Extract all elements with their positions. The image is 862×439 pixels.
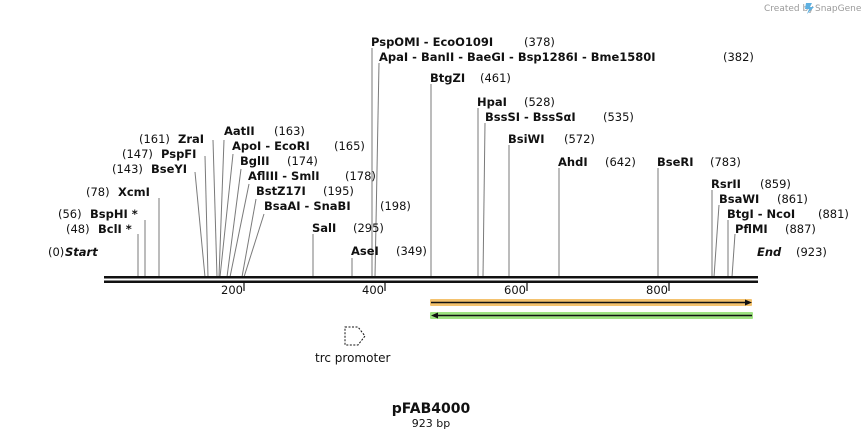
site-name[interactable]: AflIII - SmlI [248, 169, 320, 183]
tick-label: 400 [362, 283, 384, 297]
site-name[interactable]: BsaAI - SnaBI [264, 199, 351, 213]
site-name[interactable]: HpaI [477, 95, 507, 109]
site-name[interactable]: PspOMI - EcoO109I [371, 35, 493, 49]
site-pos: (528) [524, 95, 555, 109]
marker-bsawi [713, 204, 720, 278]
trc-promoter-feature[interactable]: trc promoter [315, 326, 391, 365]
site-name[interactable]: BseRI [657, 155, 694, 169]
marker-bseyi [194, 171, 206, 278]
plasmid-length: 923 bp [412, 417, 450, 430]
site-pos: (143) [112, 162, 143, 176]
end-pos: (923) [796, 245, 827, 259]
arrow-right-icon [745, 299, 752, 306]
marker-smli [229, 183, 250, 278]
site-pos: (887) [785, 222, 816, 236]
site-name[interactable]: BspHI * [90, 207, 138, 221]
end-label: End [757, 245, 782, 259]
plasmid-title-block: pFAB4000 923 bp [392, 401, 471, 430]
site-name[interactable]: BsiWI [508, 132, 545, 146]
site-pos: (535) [603, 110, 634, 124]
site-name[interactable]: AseI [351, 244, 379, 258]
site-name[interactable]: RsrII [711, 177, 741, 191]
site-name[interactable]: SalI [312, 221, 336, 235]
site-pos: (163) [274, 124, 305, 138]
site-pos: (198) [380, 199, 411, 213]
site-pos: (174) [287, 154, 318, 168]
feature-reverse-arrow[interactable] [430, 312, 753, 319]
marker-pflmi [731, 233, 736, 278]
site-name[interactable]: BtgZI [430, 71, 465, 85]
site-pos: (147) [122, 147, 153, 161]
marker-pspfi [204, 155, 209, 278]
snapgene-logo-icon [805, 3, 814, 14]
tick-label: 200 [221, 283, 243, 297]
site-name[interactable]: BstZ17I [256, 184, 306, 198]
marker-ecori [219, 153, 234, 278]
site-pos: (861) [777, 192, 808, 206]
sequence-backbone [104, 276, 758, 283]
marker-apai [374, 62, 380, 278]
marker-bstz17i [241, 198, 257, 278]
site-name[interactable]: BssSI - BssSαI [485, 110, 576, 124]
site-pos: (295) [353, 221, 384, 235]
plasmid-name: pFAB4000 [392, 401, 471, 417]
arrow-left-icon [431, 312, 438, 319]
credit-prefix: Created by [764, 4, 814, 14]
site-name[interactable]: ApaI - BanII - BaeGI - Bsp1286I - Bme158… [379, 50, 656, 64]
site-pos: (859) [760, 177, 791, 191]
site-pos: (161) [139, 132, 170, 146]
site-name[interactable]: PflMI [735, 222, 768, 236]
snapgene-credit: Created by SnapGene [764, 3, 862, 14]
site-name[interactable]: ApoI - EcoRI [232, 139, 310, 153]
site-pos: (461) [480, 71, 511, 85]
site-name[interactable]: AatII [224, 124, 255, 138]
credit-brand: SnapGene [815, 4, 862, 14]
restriction-site-labels: (0) Start (48) BclI * (56) BspHI * (78) … [48, 35, 849, 259]
site-pos: (881) [818, 207, 849, 221]
marker-zrai [212, 139, 218, 278]
site-name[interactable]: BtgI - NcoI [727, 207, 795, 221]
site-pos: (382) [723, 50, 754, 64]
site-marker-lines [137, 48, 736, 278]
backbone-top-strand [104, 276, 758, 279]
site-name[interactable]: XcmI [118, 185, 150, 199]
feature-forward-arrow[interactable] [430, 299, 752, 306]
marker-aatii [218, 139, 225, 278]
site-name[interactable]: AhdI [558, 155, 588, 169]
site-pos: (642) [605, 155, 636, 169]
tick-label: 800 [646, 283, 668, 297]
start-pos: (0) [48, 245, 64, 259]
site-pos: (78) [86, 185, 110, 199]
site-name[interactable]: BglII [240, 154, 270, 168]
marker-snabi [243, 213, 265, 278]
tick-label: 600 [504, 283, 526, 297]
site-name[interactable]: PspFI [161, 147, 196, 161]
site-pos: (783) [710, 155, 741, 169]
site-pos: (165) [334, 139, 365, 153]
start-label: Start [65, 245, 98, 259]
site-pos: (56) [58, 207, 82, 221]
marker-bglii [226, 168, 242, 278]
site-name[interactable]: ZraI [178, 132, 204, 146]
promoter-label: trc promoter [315, 351, 391, 365]
backbone-bottom-strand [104, 280, 758, 283]
site-pos: (378) [524, 35, 555, 49]
site-name[interactable]: BclI * [98, 222, 132, 236]
site-name[interactable]: BseYI [151, 162, 187, 176]
site-name[interactable]: BsaWI [719, 192, 759, 206]
promoter-arrow-icon [344, 326, 366, 346]
site-pos: (195) [323, 184, 354, 198]
site-pos: (572) [564, 132, 595, 146]
site-pos: (48) [66, 222, 90, 236]
site-pos: (349) [396, 244, 427, 258]
site-pos: (178) [345, 169, 376, 183]
ruler: 200 400 600 800 [221, 283, 670, 297]
marker-bsssi [482, 122, 486, 278]
